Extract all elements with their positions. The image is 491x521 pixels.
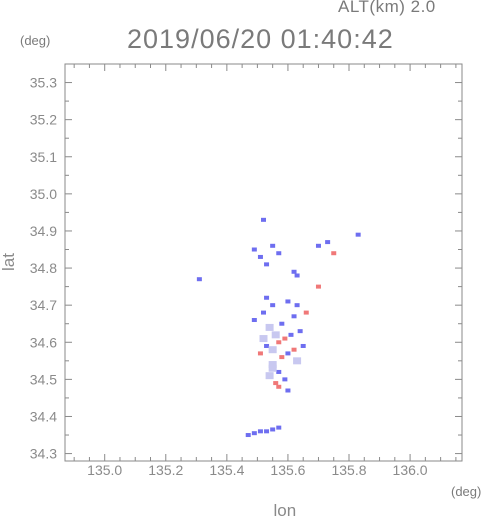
data-point: [291, 347, 297, 352]
x-axis-label: lon: [274, 501, 297, 520]
data-point: [268, 361, 277, 369]
data-point: [355, 232, 361, 237]
data-point: [264, 343, 270, 348]
data-point: [257, 429, 263, 434]
data-point: [264, 262, 270, 267]
data-point: [276, 251, 282, 256]
y-tick-label: 34.5: [30, 371, 57, 387]
data-point: [273, 381, 279, 386]
data-point: [282, 377, 288, 382]
y-unit-label: (deg): [20, 33, 51, 48]
data-point: [285, 299, 291, 304]
y-axis-label: lat: [0, 253, 18, 271]
altitude-label: ALT(km) 2.0: [338, 0, 436, 16]
data-point: [270, 243, 276, 248]
data-point: [288, 332, 294, 337]
data-point: [291, 314, 297, 319]
data-point: [293, 357, 302, 365]
plot-frame: [64, 63, 463, 462]
data-point: [331, 251, 337, 256]
data-point: [251, 431, 257, 436]
x-tick-label: 135.4: [209, 462, 244, 478]
data-point: [245, 433, 251, 438]
data-point: [196, 277, 202, 282]
data-point: [276, 340, 282, 345]
data-point: [265, 372, 274, 380]
y-tick-label: 34.7: [30, 297, 57, 313]
data-point: [264, 429, 270, 434]
x-tick-label: 136.0: [393, 462, 428, 478]
data-point: [261, 310, 266, 315]
data-point: [279, 321, 285, 326]
y-tick-label: 35.3: [30, 75, 57, 91]
data-point: [285, 351, 291, 356]
data-point: [261, 217, 266, 222]
data-point: [276, 425, 282, 430]
data-point: [294, 303, 300, 308]
data-point: [315, 284, 321, 289]
data-point: [303, 310, 309, 315]
data-point: [300, 343, 306, 348]
data-point: [270, 427, 276, 432]
y-tick-label: 35.1: [30, 149, 57, 165]
y-tick-label: 35.0: [30, 186, 57, 202]
data-point: [271, 331, 280, 339]
data-point: [265, 323, 274, 331]
x-tick-label: 135.0: [87, 462, 122, 478]
data-point: [279, 355, 285, 360]
data-point: [291, 269, 297, 274]
y-tick-label: 34.6: [30, 334, 57, 350]
data-point: [276, 369, 282, 374]
x-tick-label: 135.8: [331, 462, 366, 478]
data-point: [251, 247, 257, 252]
x-tick-label: 135.2: [148, 462, 183, 478]
data-point: [276, 384, 282, 389]
y-tick-label: 34.3: [30, 446, 57, 462]
y-tick-label: 34.8: [30, 260, 57, 276]
data-point: [264, 295, 270, 300]
y-tick-label: 35.2: [30, 112, 57, 128]
data-point: [257, 254, 263, 259]
data-point: [294, 273, 300, 278]
data-point: [315, 243, 321, 248]
datetime-title: 2019/06/20 01:40:42: [127, 24, 394, 54]
data-point: [270, 303, 276, 308]
data-point: [282, 336, 288, 341]
x-unit-label: (deg): [451, 484, 482, 499]
data-point: [251, 318, 257, 323]
data-point: [285, 388, 291, 393]
x-tick-label: 135.6: [270, 462, 305, 478]
data-point: [297, 329, 303, 334]
data-point: [257, 351, 263, 356]
y-tick-label: 34.4: [30, 408, 57, 424]
data-point: [325, 240, 331, 245]
data-point: [268, 346, 277, 354]
y-tick-label: 34.9: [30, 223, 57, 239]
data-point: [259, 335, 268, 343]
data-point: [268, 364, 277, 372]
